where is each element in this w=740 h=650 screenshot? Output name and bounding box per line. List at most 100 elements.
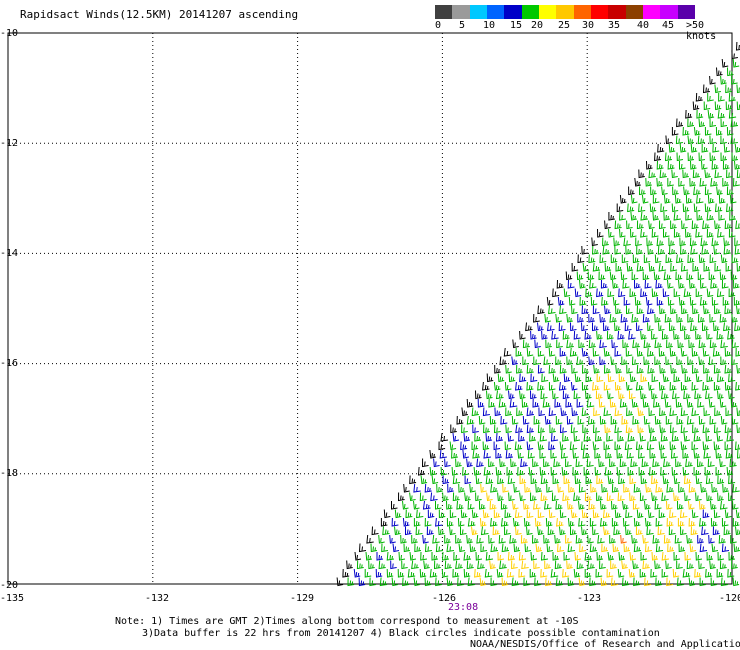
wind-barb-flag bbox=[393, 503, 395, 509]
wind-barb-staff bbox=[391, 577, 399, 587]
wind-barb-flag bbox=[409, 513, 412, 517]
wind-barb-staff bbox=[574, 475, 582, 485]
wind-barb-flag bbox=[551, 367, 553, 373]
wind-barb bbox=[543, 356, 551, 366]
wind-barb bbox=[431, 475, 439, 485]
wind-barb-staff bbox=[696, 194, 704, 204]
wind-barb-flag bbox=[470, 520, 473, 526]
wind-barb-staff bbox=[719, 398, 727, 408]
wind-barb bbox=[667, 178, 674, 187]
wind-barb-flag bbox=[583, 325, 585, 330]
wind-barb-flag bbox=[711, 316, 713, 322]
wind-barb bbox=[358, 577, 366, 587]
wind-barb bbox=[697, 458, 704, 468]
wind-barb-flag bbox=[696, 309, 698, 313]
wind-barb-staff bbox=[706, 551, 714, 561]
wind-barb-flag bbox=[690, 520, 693, 526]
wind-barb-flag bbox=[622, 334, 624, 339]
wind-barb bbox=[506, 466, 514, 476]
wind-barb bbox=[692, 101, 700, 111]
wind-barb-staff bbox=[493, 441, 501, 451]
wind-barb-flag bbox=[654, 214, 656, 220]
note-line-1: Note: 1) Times are GMT 2)Times along bot… bbox=[115, 616, 579, 627]
wind-barb bbox=[616, 466, 624, 476]
wind-barb-flag bbox=[570, 564, 572, 568]
wind-barb-flag bbox=[678, 121, 680, 126]
wind-barb-staff bbox=[644, 517, 652, 527]
legend-swatch bbox=[538, 5, 557, 19]
wind-barb-staff bbox=[728, 228, 736, 238]
wind-barb-flag bbox=[681, 163, 683, 169]
wind-barb-staff bbox=[596, 330, 603, 340]
wind-barb bbox=[732, 500, 739, 510]
wind-barb-staff bbox=[651, 288, 659, 298]
wind-barb-flag bbox=[716, 410, 718, 415]
wind-barb-flag bbox=[732, 537, 734, 543]
wind-barb-staff bbox=[721, 517, 729, 527]
wind-barb-staff bbox=[671, 203, 679, 213]
wind-barb-flag bbox=[675, 393, 677, 398]
wind-barb-staff bbox=[594, 450, 601, 459]
wind-barb-flag bbox=[529, 367, 531, 373]
wind-barb-flag bbox=[634, 257, 637, 262]
wind-barb-flag bbox=[643, 572, 646, 577]
wind-barb-staff bbox=[607, 288, 615, 298]
wind-barb-flag bbox=[630, 266, 633, 271]
wind-barb-flag bbox=[531, 428, 533, 432]
wind-barb bbox=[735, 509, 740, 519]
wind-barb-staff bbox=[667, 178, 674, 187]
wind-barb-staff bbox=[725, 84, 732, 94]
wind-barb-staff bbox=[429, 449, 436, 459]
wind-barb-staff bbox=[414, 543, 422, 553]
wind-barb-staff bbox=[658, 441, 666, 451]
wind-barb-flag bbox=[693, 283, 695, 288]
wind-barb-staff bbox=[695, 551, 703, 561]
wind-barb-flag bbox=[625, 360, 627, 364]
wind-barb bbox=[673, 211, 681, 221]
wind-barb-flag bbox=[643, 231, 645, 237]
wind-barb-staff bbox=[709, 152, 717, 162]
wind-barb-flag bbox=[506, 512, 509, 517]
wind-barb bbox=[724, 364, 732, 374]
wind-barb-staff bbox=[573, 330, 581, 340]
wind-barb-staff bbox=[702, 381, 710, 391]
wind-barb-flag bbox=[503, 462, 505, 466]
wind-barb-staff bbox=[608, 228, 615, 238]
wind-barb-staff bbox=[682, 203, 690, 213]
wind-barb-flag bbox=[490, 401, 493, 407]
wind-barb-flag bbox=[716, 104, 719, 109]
wind-barb-flag bbox=[697, 173, 699, 177]
wind-barb bbox=[691, 347, 699, 357]
wind-barb-flag bbox=[663, 189, 665, 194]
wind-barb bbox=[597, 534, 605, 544]
wind-barb-staff bbox=[479, 577, 487, 587]
wind-barb bbox=[498, 398, 507, 408]
wind-barb-flag bbox=[640, 530, 642, 534]
wind-barb-flag bbox=[611, 461, 613, 466]
wind-barb-staff bbox=[683, 432, 691, 442]
wind-barb bbox=[595, 568, 603, 578]
wind-barb bbox=[519, 492, 526, 502]
wind-barb-flag bbox=[697, 453, 699, 458]
wind-barb bbox=[647, 509, 655, 519]
wind-barb-staff bbox=[452, 432, 460, 442]
wind-barb-staff bbox=[635, 381, 644, 391]
wind-barb-flag bbox=[664, 554, 666, 560]
wind-barb-flag bbox=[531, 411, 533, 415]
wind-barb-staff bbox=[650, 568, 658, 578]
wind-barb bbox=[582, 449, 590, 459]
wind-barb-staff bbox=[666, 483, 674, 493]
wind-barb-flag bbox=[724, 156, 726, 160]
wind-barb bbox=[494, 407, 501, 417]
wind-barb-staff bbox=[713, 424, 721, 434]
wind-barb-flag bbox=[554, 554, 556, 560]
wind-barb bbox=[583, 466, 591, 476]
wind-barb-flag bbox=[512, 555, 514, 560]
wind-barb bbox=[523, 517, 531, 527]
wind-barb-staff bbox=[546, 483, 553, 493]
wind-barb-flag bbox=[672, 241, 674, 245]
wind-barb-flag bbox=[562, 367, 564, 373]
wind-barb-flag bbox=[719, 478, 722, 483]
wind-barb-staff bbox=[610, 577, 619, 587]
wind-barb-flag bbox=[619, 571, 622, 577]
